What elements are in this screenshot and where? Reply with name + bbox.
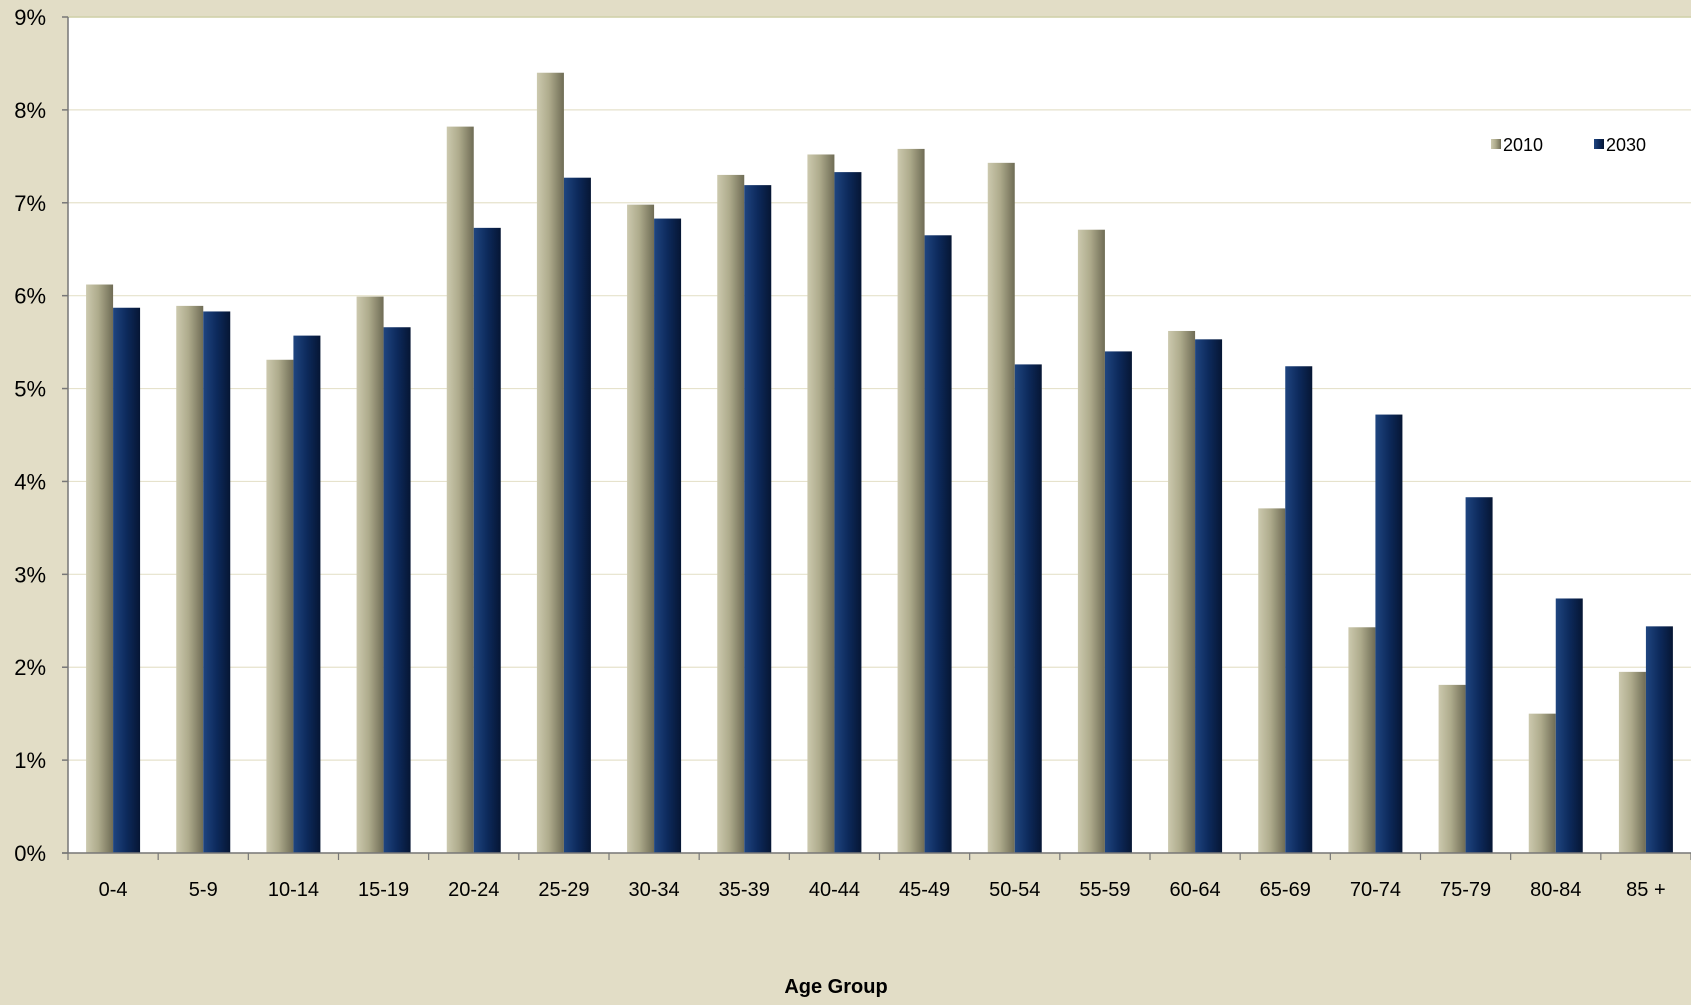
x-tick-label: 30-34 bbox=[629, 879, 680, 901]
axes bbox=[62, 17, 1691, 854]
x-axis-ticks: 0-4 5-9 10-14 15-19 20-24 25-29 30-34 35-39 40-4… bbox=[67, 853, 1691, 901]
x-tick-label: 50-54 bbox=[989, 879, 1040, 901]
bar-2030-20-24 bbox=[473, 227, 501, 853]
bar-2010-60-64 bbox=[1168, 330, 1196, 853]
x-tick-label: 85 + bbox=[1626, 879, 1665, 901]
bar-2030-80-84 bbox=[1555, 598, 1583, 853]
x-tick-label: 25-29 bbox=[538, 879, 589, 901]
plot-area bbox=[68, 17, 1691, 853]
legend-label-2010: 2010 bbox=[1503, 135, 1543, 155]
x-tick-label: 60-64 bbox=[1170, 879, 1221, 901]
bar-2010-55-59 bbox=[1077, 229, 1105, 853]
legend-swatch-2010 bbox=[1491, 139, 1501, 149]
y-tick-label: 4% bbox=[14, 469, 46, 494]
bar-2030-70-74 bbox=[1375, 414, 1403, 853]
bar-2010-25-29 bbox=[536, 72, 564, 853]
bar-2030-35-39 bbox=[744, 185, 772, 853]
bar-2030-30-34 bbox=[654, 218, 682, 853]
bar-2030-65-69 bbox=[1285, 366, 1313, 853]
bar-2030-0-4 bbox=[113, 307, 141, 854]
bar-2010-35-39 bbox=[717, 174, 745, 853]
bar-2030-5-9 bbox=[203, 311, 231, 853]
bar-2010-5-9 bbox=[176, 305, 204, 854]
bar-2010-85 bbox=[1618, 671, 1646, 853]
bar-2010-0-4 bbox=[86, 284, 114, 853]
x-tick-label: 75-79 bbox=[1440, 879, 1491, 901]
x-tick-label: 65-69 bbox=[1260, 879, 1311, 901]
y-tick-label: 8% bbox=[14, 98, 46, 123]
x-tick-label: 15-19 bbox=[358, 879, 409, 901]
bar-2030-50-54 bbox=[1014, 364, 1042, 853]
y-tick-label: 1% bbox=[14, 748, 46, 773]
x-axis-title: Age Group bbox=[784, 976, 887, 998]
x-tick-label: 40-44 bbox=[809, 879, 860, 901]
x-tick-label: 70-74 bbox=[1350, 879, 1401, 901]
x-tick-label: 0-4 bbox=[99, 879, 128, 901]
y-tick-label: 2% bbox=[14, 655, 46, 680]
y-tick-label: 7% bbox=[14, 191, 46, 216]
y-tick-label: 5% bbox=[14, 377, 46, 402]
legend-label-2030: 2030 bbox=[1606, 135, 1646, 155]
bar-2010-10-14 bbox=[266, 359, 294, 853]
y-tick-label: 3% bbox=[14, 562, 46, 587]
bar-2010-30-34 bbox=[627, 204, 655, 853]
gridlines bbox=[68, 16, 1691, 854]
bar-2010-45-49 bbox=[897, 148, 925, 853]
y-axis-ticks: 0% 1% 2% 3% 4% 5% 6% 7% 8% 9% bbox=[14, 5, 68, 866]
bar-2010-40-44 bbox=[807, 154, 835, 853]
bar-2030-85 bbox=[1645, 626, 1673, 853]
legend-swatch-2030 bbox=[1594, 139, 1604, 149]
bar-2030-10-14 bbox=[293, 335, 321, 853]
x-tick-label: 5-9 bbox=[189, 879, 218, 901]
y-tick-label: 6% bbox=[14, 284, 46, 309]
bars bbox=[86, 72, 1673, 854]
bar-2010-75-79 bbox=[1438, 684, 1466, 853]
bar-2030-15-19 bbox=[383, 327, 411, 853]
bar-2010-50-54 bbox=[987, 162, 1015, 853]
bar-2010-80-84 bbox=[1528, 713, 1556, 853]
bar-2030-55-59 bbox=[1104, 351, 1132, 853]
bar-2030-60-64 bbox=[1195, 339, 1223, 853]
x-tick-label: 80-84 bbox=[1530, 879, 1581, 901]
y-tick-label: 9% bbox=[14, 5, 46, 30]
y-tick-label: 0% bbox=[14, 841, 46, 866]
x-tick-label: 45-49 bbox=[899, 879, 950, 901]
bar-2010-65-69 bbox=[1258, 508, 1286, 853]
x-tick-label: 20-24 bbox=[448, 879, 499, 901]
x-tick-label: 35-39 bbox=[719, 879, 770, 901]
x-tick-label: 10-14 bbox=[268, 879, 319, 901]
x-tick-label: 55-59 bbox=[1079, 879, 1130, 901]
bar-2010-70-74 bbox=[1348, 627, 1376, 853]
bar-2030-40-44 bbox=[834, 172, 862, 853]
bar-2030-75-79 bbox=[1465, 497, 1493, 853]
bar-2010-15-19 bbox=[356, 296, 384, 853]
bar-2030-45-49 bbox=[924, 235, 952, 854]
bar-2010-20-24 bbox=[446, 126, 474, 853]
legend: 2010 2030 bbox=[1491, 135, 1646, 155]
bar-2030-25-29 bbox=[563, 177, 591, 854]
